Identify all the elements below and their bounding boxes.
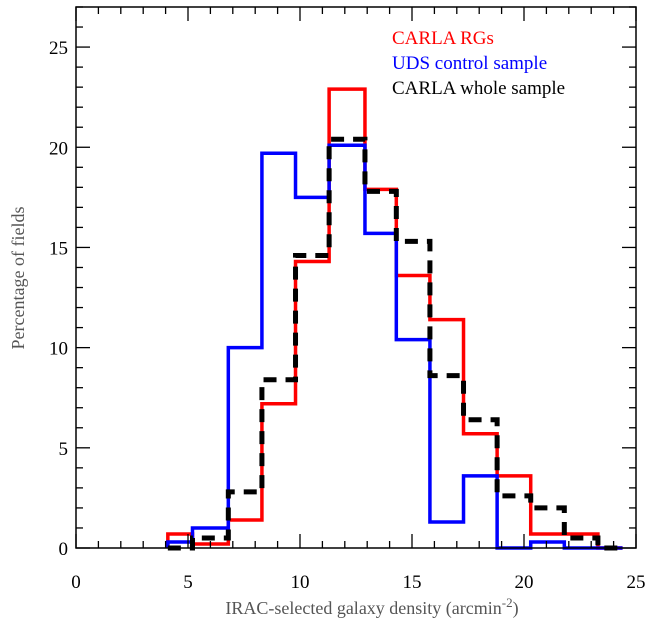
x-axis-label: IRAC-selected galaxy density (arcmin-2) — [225, 595, 518, 619]
series-line-2 — [167, 136, 623, 551]
legend: CARLA RGs UDS control sample CARLA whole… — [392, 28, 565, 99]
ticks-layer — [75, 6, 637, 549]
tick-labels: 0 5 10 15 20 25 0 5 10 15 20 25 — [49, 38, 646, 593]
legend-entry-carla-whole: CARLA whole sample — [392, 78, 565, 99]
legend-entry-carla-rgs: CARLA RGs — [392, 28, 494, 49]
y-tick-label: 15 — [49, 238, 68, 259]
plot-frame — [75, 6, 637, 549]
y-tick-label: 20 — [49, 138, 68, 159]
x-tick-label: 25 — [627, 572, 646, 593]
x-tick-label: 0 — [71, 572, 81, 593]
x-axis-label-main: IRAC-selected galaxy density (arcmin — [225, 598, 501, 619]
y-axis-label: Percentage of fields — [8, 207, 28, 350]
y-tick-label: 10 — [49, 339, 68, 360]
y-tick-label: 0 — [59, 539, 69, 560]
legend-entry-uds-control: UDS control sample — [392, 53, 547, 74]
x-tick-label: 10 — [291, 572, 310, 593]
x-axis-label-superscript: -2 — [502, 595, 513, 610]
x-tick-label: 20 — [515, 572, 534, 593]
y-tick-label: 5 — [59, 439, 69, 460]
series-layer — [166, 87, 623, 551]
series-line-1 — [166, 143, 623, 550]
x-tick-label: 5 — [183, 572, 193, 593]
y-tick-label: 25 — [49, 38, 68, 59]
x-tick-label: 15 — [403, 572, 422, 593]
x-axis-label-close: ) — [513, 598, 519, 619]
